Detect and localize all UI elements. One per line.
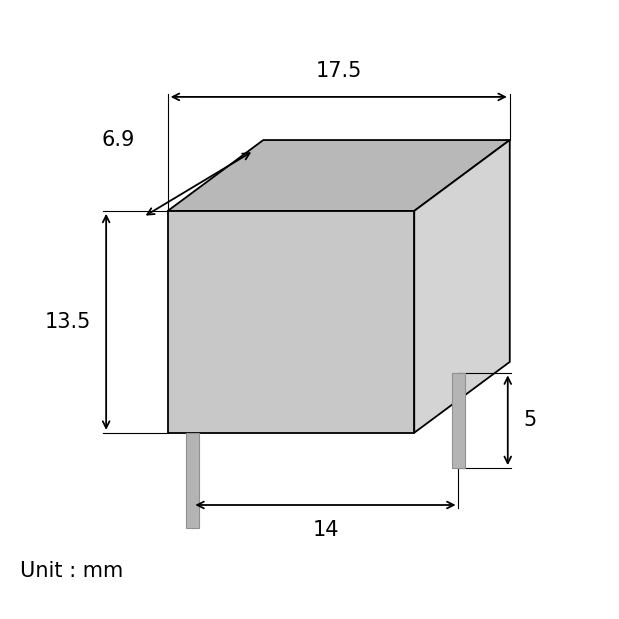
- Text: Unit : mm: Unit : mm: [20, 561, 123, 581]
- Text: 5: 5: [523, 410, 537, 430]
- Text: 13.5: 13.5: [45, 312, 91, 332]
- Bar: [452, 373, 465, 468]
- Text: 14: 14: [312, 521, 339, 540]
- Text: 6.9: 6.9: [102, 130, 135, 150]
- Text: 17.5: 17.5: [316, 61, 362, 82]
- Polygon shape: [168, 140, 510, 211]
- Polygon shape: [414, 140, 510, 433]
- Bar: [186, 433, 199, 528]
- Bar: [168, 211, 414, 433]
